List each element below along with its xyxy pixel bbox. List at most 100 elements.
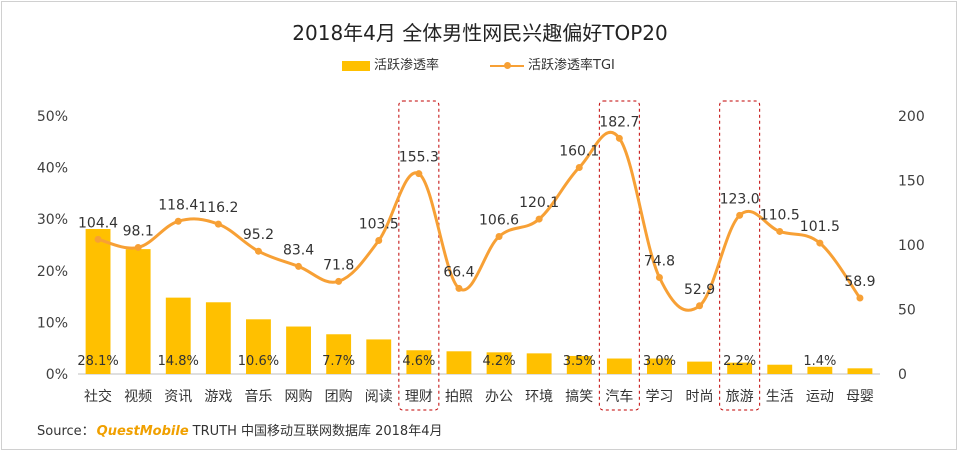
bar-value-label: 7.7% <box>322 354 355 369</box>
y-left-tick-label: 40% <box>37 161 68 177</box>
tgi-value-label: 110.5 <box>760 207 800 223</box>
tgi-value-label: 98.1 <box>123 223 154 239</box>
tgi-point <box>495 232 503 240</box>
tgi-value-label: 160.1 <box>559 143 599 159</box>
x-tick-label: 理财 <box>405 389 433 405</box>
tgi-point <box>535 215 543 223</box>
tgi-point <box>455 284 463 292</box>
tgi-value-label: 118.4 <box>158 197 198 213</box>
legend-item-bar: 活跃渗透率 <box>342 56 439 76</box>
y-left-tick-label: 10% <box>37 315 68 331</box>
bar <box>246 319 271 374</box>
y-right-tick-label: 100 <box>898 238 925 254</box>
y-left-tick-label: 50% <box>37 109 68 125</box>
tgi-point <box>335 277 343 285</box>
tgi-point <box>295 262 303 270</box>
bar <box>847 368 873 374</box>
x-tick-label: 环境 <box>525 389 553 405</box>
highlight-box <box>719 100 761 411</box>
y-right-tick-label: 150 <box>898 174 925 190</box>
x-tick-label: 汽车 <box>605 388 633 405</box>
tgi-point <box>615 134 623 142</box>
x-tick-label: 游戏 <box>204 389 232 405</box>
bar <box>526 353 552 374</box>
y-right-tick-label: 200 <box>898 109 925 125</box>
tgi-value-label: 103.5 <box>359 216 399 232</box>
legend-bar-label: 活跃渗透率 <box>374 58 440 73</box>
bar <box>566 355 592 374</box>
bar <box>366 339 392 374</box>
bar <box>286 326 311 374</box>
x-tick-label: 阅读 <box>365 388 393 405</box>
x-tick-label: 母婴 <box>846 389 874 405</box>
bar <box>727 362 753 374</box>
tgi-point <box>415 170 423 178</box>
tgi-point <box>214 220 222 228</box>
bar <box>647 358 672 374</box>
bar-value-label: 4.2% <box>483 354 516 369</box>
tgi-value-label: 101.5 <box>800 219 840 235</box>
bar <box>85 229 111 374</box>
y-left-tick-label: 30% <box>37 212 68 228</box>
source-note: Source： QuestMobile TRUTH 中国移动互联网数据库 2018年… <box>37 420 442 439</box>
highlight-box <box>598 100 640 411</box>
x-tick-label: 旅游 <box>726 389 754 405</box>
tgi-value-label: 123.0 <box>720 191 760 207</box>
x-tick-label: 运动 <box>806 389 834 405</box>
x-tick-label: 资讯 <box>164 389 192 405</box>
bar-value-label: 28.1% <box>77 354 118 369</box>
y-right-tick-label: 50 <box>898 303 916 319</box>
tgi-value-label: 182.7 <box>599 114 639 130</box>
tgi-point <box>696 302 704 310</box>
x-tick-label: 办公 <box>485 389 513 405</box>
tgi-value-label: 104.4 <box>78 215 118 231</box>
x-tick-label: 拍照 <box>445 389 473 405</box>
y-left-tick-label: 20% <box>37 264 68 280</box>
bar <box>486 352 512 374</box>
y-left-tick-label: 0% <box>46 367 68 383</box>
bar <box>406 350 432 374</box>
tgi-point <box>816 239 824 247</box>
tgi-line <box>97 130 862 312</box>
tgi-point <box>736 211 744 219</box>
bar <box>446 351 472 374</box>
tgi-value-label: 116.2 <box>198 200 238 216</box>
x-tick-label: 社交 <box>84 388 112 405</box>
bar <box>165 297 191 374</box>
y-right-tick-label: 0 <box>898 367 907 383</box>
tgi-value-label: 106.6 <box>479 212 519 228</box>
x-tick-label: 生活 <box>766 389 794 405</box>
tgi-value-label: 83.4 <box>283 242 314 258</box>
bar-value-label: 14.8% <box>158 354 199 369</box>
bar <box>606 358 632 374</box>
bar <box>326 334 352 374</box>
bar <box>807 366 833 374</box>
source-brand: QuestMobile <box>96 424 189 439</box>
bar-value-label: 3.0% <box>643 354 676 369</box>
legend-item-line: 活跃渗透率TGI <box>490 56 615 76</box>
x-tick-label: 视频 <box>124 389 152 405</box>
bar-value-label: 2.2% <box>723 354 756 369</box>
bar <box>125 249 151 374</box>
legend: 活跃渗透率 活跃渗透率TGI <box>0 56 960 76</box>
tgi-value-label: 155.3 <box>399 150 439 166</box>
tgi-point <box>254 247 262 255</box>
legend-line-label: 活跃渗透率TGI <box>528 58 615 73</box>
x-tick-label: 时尚 <box>686 389 714 405</box>
bar-value-label: 10.6% <box>238 354 279 369</box>
bar-value-label: 4.6% <box>402 354 435 369</box>
x-tick-label: 音乐 <box>244 388 272 405</box>
legend-bar-swatch <box>342 60 370 71</box>
chart-title: 2018年4月 全体男性网民兴趣偏好TOP20 <box>292 21 668 45</box>
x-tick-label: 团购 <box>325 389 353 405</box>
tgi-point <box>375 236 383 244</box>
tgi-value-label: 120.1 <box>519 195 559 211</box>
bar <box>205 302 231 374</box>
tgi-point <box>575 163 583 171</box>
tgi-value-label: 52.9 <box>684 282 715 298</box>
tgi-point <box>856 294 864 302</box>
tgi-value-label: 58.9 <box>844 274 875 290</box>
tgi-value-label: 66.4 <box>443 264 474 280</box>
bar-value-label: 3.5% <box>563 354 596 369</box>
